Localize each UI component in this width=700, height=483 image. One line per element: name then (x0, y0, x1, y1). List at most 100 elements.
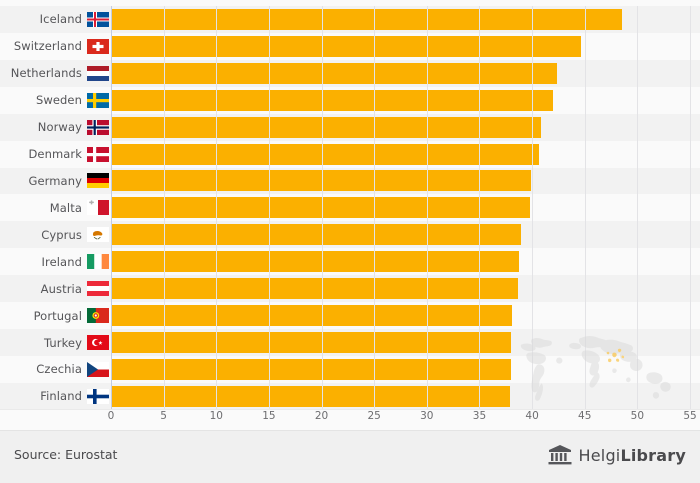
table-row[interactable]: Ireland (0, 248, 700, 275)
x-tick-label: 45 (578, 410, 592, 422)
category-label: Sweden (35, 93, 82, 108)
bar[interactable] (111, 35, 581, 57)
table-row[interactable]: Sweden (0, 87, 700, 114)
bar-container (111, 383, 510, 410)
table-row[interactable]: Denmark (0, 141, 700, 168)
bar-rows: Iceland Switzerland Netherlands Sweden Norwa… (0, 6, 700, 410)
bar-container (111, 275, 519, 302)
category-label: Cyprus (41, 227, 82, 242)
brand-light: Helgi (578, 445, 621, 465)
bar-container (111, 141, 540, 168)
flag-czechia-icon (87, 361, 109, 377)
flag-sweden-icon (87, 92, 109, 108)
category-label-cell: Norway (38, 114, 109, 141)
table-row[interactable]: Germany (0, 167, 700, 195)
x-tick-label: 35 (472, 410, 487, 422)
bar[interactable] (111, 332, 512, 354)
bar[interactable] (111, 251, 520, 273)
category-label: Turkey (43, 335, 82, 350)
table-row[interactable]: Malta (0, 194, 700, 221)
table-row[interactable]: Turkey (0, 329, 700, 356)
table-row[interactable]: Norway (0, 113, 700, 141)
table-row[interactable]: Iceland (0, 6, 700, 33)
category-label-cell: Iceland (40, 6, 109, 33)
x-tick-label: 40 (525, 410, 539, 422)
x-tick-label: 20 (314, 410, 329, 422)
bar-container (111, 168, 532, 195)
category-label-cell: Sweden (36, 87, 109, 114)
x-tick-label: 50 (630, 410, 645, 422)
bar-container (111, 6, 622, 33)
category-label-cell: Malta (50, 194, 109, 221)
helgi-library-logo-icon (548, 445, 572, 465)
x-tick-label: 15 (262, 410, 276, 422)
table-row[interactable]: Switzerland (0, 33, 700, 60)
bar[interactable] (111, 116, 541, 138)
bar[interactable] (111, 305, 513, 327)
table-row[interactable]: Czechia (0, 356, 700, 383)
flag-turkey-icon (87, 335, 109, 351)
category-label: Portugal (33, 308, 82, 323)
bar[interactable] (111, 8, 622, 30)
bar[interactable] (111, 385, 510, 407)
category-label-cell: Cyprus (41, 221, 109, 248)
category-label-cell: Czechia (36, 356, 109, 383)
table-row[interactable]: Portugal (0, 302, 700, 329)
flag-ireland-icon (87, 254, 109, 270)
category-label-cell: Ireland (42, 248, 109, 275)
brand-bold: Library (620, 445, 686, 465)
x-tick-label: 0 (107, 410, 115, 422)
bar-container (111, 194, 530, 221)
category-label: Ireland (41, 254, 82, 269)
bar[interactable] (111, 62, 558, 84)
flag-finland-icon (87, 388, 109, 404)
category-label-cell: Denmark (28, 141, 109, 168)
flag-iceland-icon (87, 11, 109, 27)
category-label: Malta (49, 200, 82, 215)
flag-norway-icon (87, 119, 109, 135)
x-tick-label: 55 (683, 410, 697, 422)
bar-container (111, 60, 558, 87)
flag-netherlands-icon (87, 65, 109, 81)
category-label: Iceland (39, 12, 82, 27)
category-label: Norway (37, 120, 82, 135)
category-label: Finland (40, 389, 82, 404)
x-tick-label: 30 (420, 410, 434, 422)
bar-container (111, 221, 521, 248)
x-axis-ticks: 0 5 10 15 20 25 30 35 40 45 50 55 (0, 410, 700, 430)
bar-container (111, 356, 512, 383)
table-row[interactable]: Netherlands (0, 59, 700, 87)
bar-container (111, 114, 541, 141)
category-label: Czechia (36, 362, 82, 377)
bar[interactable] (111, 143, 540, 165)
table-row[interactable]: Austria (0, 275, 700, 303)
category-label: Switzerland (13, 39, 82, 54)
bar[interactable] (111, 278, 519, 300)
table-row[interactable]: Cyprus (0, 221, 700, 249)
bar-container (111, 248, 520, 275)
plot-area: Iceland Switzerland Netherlands Sweden Norwa… (0, 6, 700, 410)
category-label-cell: Turkey (44, 329, 109, 356)
bar[interactable] (111, 170, 532, 192)
bar[interactable] (111, 358, 512, 380)
category-label-cell: Portugal (34, 302, 109, 329)
table-row[interactable]: Finland (0, 382, 700, 410)
x-axis-line (0, 409, 700, 410)
brand-logo[interactable]: HelgiLibrary (547, 444, 686, 466)
bar-container (111, 302, 513, 329)
source-label: Source: Eurostat (14, 447, 118, 462)
flag-portugal-icon (87, 308, 109, 324)
category-label-cell: Finland (40, 383, 109, 410)
category-label-cell: Switzerland (14, 33, 109, 60)
bar[interactable] (111, 89, 554, 111)
category-label: Germany (28, 173, 82, 188)
bar[interactable] (111, 224, 521, 246)
category-label: Austria (40, 281, 82, 296)
flag-malta-icon (87, 200, 109, 216)
category-label-cell: Germany (28, 168, 109, 195)
brand-text: HelgiLibrary (579, 446, 686, 465)
bar-container (111, 329, 512, 356)
bar[interactable] (111, 197, 530, 219)
chart-footer: Source: Eurostat HelgiLibrary (0, 430, 700, 483)
